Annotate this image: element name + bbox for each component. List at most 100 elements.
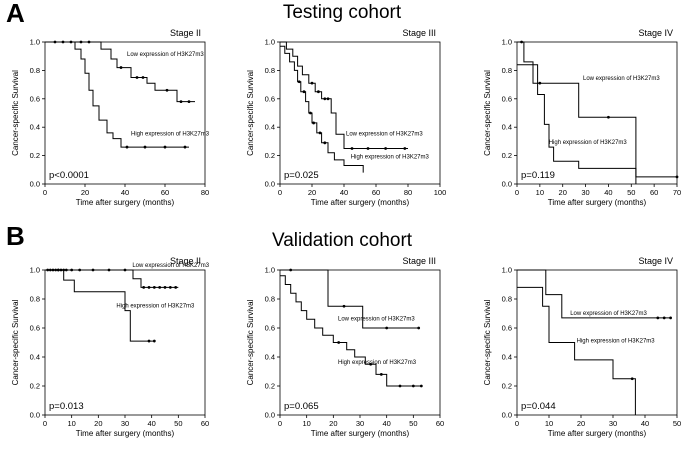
chart2-censor-high xyxy=(309,111,312,115)
chart1-label-low: Low expression of H3K27m3 xyxy=(127,52,204,58)
chart4-censor-low xyxy=(107,268,111,272)
chart3-ylabel: Cancer-specific Survival xyxy=(483,70,492,156)
chart4-xlabel: Time after surgery (months) xyxy=(76,429,175,438)
chart4-ytick-label: 0.4 xyxy=(30,353,40,362)
chart1-ytick-label: 0.4 xyxy=(30,123,40,132)
chart5-ytick-label: 0.0 xyxy=(265,411,275,420)
chart6-xtick-label: 50 xyxy=(673,419,681,428)
chart3-xtick-label: 0 xyxy=(515,188,519,197)
chart1-ytick-label: 0.0 xyxy=(30,180,40,189)
chart2-title: Stage III xyxy=(402,28,436,38)
chart2-censor-high xyxy=(297,80,301,84)
chart3-censor-low xyxy=(538,81,542,85)
chart1-title: Stage II xyxy=(170,28,201,38)
chart6-xtick-label: 30 xyxy=(609,419,617,428)
chart2-panel: Stage III 0.0 0.2 0.4 0.6 0.8 1.0 0 20 40 60 80 100 T… xyxy=(246,28,446,207)
chart1-censor-low xyxy=(79,40,83,44)
chart4-xtick-label: 0 xyxy=(43,419,47,428)
chart6-panel: Stage IV 0.0 0.2 0.4 0.6 0.8 1.0 0 10 20 30 40 50 Tim… xyxy=(483,256,681,438)
chart3-label-high: High expression of H3K27m3 xyxy=(549,140,628,146)
chart5-xtick-label: 40 xyxy=(382,419,390,428)
chart5-frame xyxy=(279,269,441,416)
chart3-censor-low xyxy=(607,115,610,119)
chart2-censor-low xyxy=(317,90,320,94)
chart1-panel: Stage II 0.0 0.2 0.4 0.6 0.8 1.0 0 20 40 60 80 Time … xyxy=(11,28,210,207)
chart2-xtick-label: 60 xyxy=(372,188,380,197)
chart1-ytick-label: 0.8 xyxy=(30,66,40,75)
chart2-pvalue: p=0.025 xyxy=(284,170,319,181)
chart3-ytick-label: 1.0 xyxy=(502,38,512,47)
chart5-curve-high xyxy=(280,275,422,387)
chart3-ytick-label: 0.2 xyxy=(502,151,512,160)
chart3-ytick-label: 0.0 xyxy=(502,180,512,189)
chart5-censor-low xyxy=(417,326,421,330)
chart4-censor-high xyxy=(147,339,151,343)
chart2-ylabel: Cancer-specific Survival xyxy=(246,70,255,156)
chart1-pvalue: p<0.0001 xyxy=(49,170,89,181)
chart5-ytick-label: 1.0 xyxy=(265,266,275,275)
chart2-ytick-label: 0.4 xyxy=(265,123,275,132)
chart4-censor-low xyxy=(158,286,162,289)
chart3-xtick-label: 20 xyxy=(559,188,567,197)
chart6-title: Stage IV xyxy=(638,256,673,266)
chart5-panel: Stage III 0.0 0.2 0.4 0.6 0.8 1.0 0 10 20 30 40 50 60… xyxy=(246,256,444,438)
chart5-title: Stage III xyxy=(402,256,436,266)
panel-a-letter: A xyxy=(6,0,25,28)
chart2-xtick-label: 20 xyxy=(308,188,316,197)
chart2-censor-low xyxy=(350,147,354,150)
chart4-censor-high xyxy=(152,339,156,343)
chart1-censor-high xyxy=(183,145,187,149)
chart4-ytick-label: 0.6 xyxy=(30,324,40,333)
chart4-censor-low xyxy=(64,268,68,272)
chart1-ytick-label: 0.2 xyxy=(30,151,40,160)
chart2-censor-high xyxy=(318,131,322,135)
chart3-xtick-label: 50 xyxy=(627,188,635,197)
chart2-xtick-label: 0 xyxy=(278,188,282,197)
chart6-frame xyxy=(516,269,678,416)
chart1-ytick-label: 1.0 xyxy=(30,38,40,47)
chart2-label-low: Low expression of H3K27m3 xyxy=(346,132,423,138)
chart5-ytick-label: 0.8 xyxy=(265,295,275,304)
chart1-xtick-label: 60 xyxy=(161,188,169,197)
chart4-xtick-label: 30 xyxy=(121,419,129,428)
chart5-censor-high xyxy=(411,384,415,388)
chart2-censor-low xyxy=(310,81,314,85)
chart3-ytick-label: 0.8 xyxy=(502,66,512,75)
chart3-xtick-label: 40 xyxy=(604,188,612,197)
chart5-censor-high xyxy=(369,362,373,366)
panel-a-title: Testing cohort xyxy=(283,2,402,23)
chart6-xlabel: Time after surgery (months) xyxy=(548,429,647,438)
chart6-xtick-label: 20 xyxy=(577,419,585,428)
chart4-censor-low xyxy=(78,268,82,272)
chart6-pvalue: p=0.044 xyxy=(521,401,556,412)
chart5-censor-high xyxy=(398,384,402,388)
chart6-ytick-label: 0.0 xyxy=(502,411,512,420)
panel-b-letter: B xyxy=(6,221,25,251)
chart3-xtick-label: 10 xyxy=(536,188,544,197)
chart2-censor-low xyxy=(326,97,330,101)
chart6-curve-low xyxy=(517,269,671,319)
chart2-xlabel: Time after surgery (months) xyxy=(311,198,410,207)
chart2-curve-high xyxy=(280,45,364,173)
chart1-censor-high xyxy=(163,145,167,149)
chart4-censor-low xyxy=(91,268,95,272)
chart1-xtick-label: 40 xyxy=(121,188,129,197)
chart5-ylabel: Cancer-specific Survival xyxy=(246,299,255,385)
chart6-censor-low xyxy=(669,316,672,320)
chart4-ytick-label: 0.8 xyxy=(30,295,40,304)
chart2-censor-high xyxy=(302,90,306,94)
chart2-ytick-label: 0.0 xyxy=(265,180,275,189)
chart6-ytick-label: 1.0 xyxy=(502,266,512,275)
chart4-censor-low xyxy=(174,286,178,289)
chart1-curve-low xyxy=(45,41,195,103)
chart1-censor-low xyxy=(179,100,183,104)
chart3-censor-high xyxy=(675,175,679,179)
chart3-curve-high xyxy=(517,64,677,178)
chart2-censor-low xyxy=(384,147,387,150)
chart2-censor-low xyxy=(366,147,370,150)
chart5-xtick-label: 30 xyxy=(356,419,364,428)
chart3-frame xyxy=(516,41,678,185)
chart1-xtick-label: 20 xyxy=(81,188,89,197)
chart4-censor-low xyxy=(152,286,156,289)
chart5-xtick-label: 10 xyxy=(302,419,310,428)
